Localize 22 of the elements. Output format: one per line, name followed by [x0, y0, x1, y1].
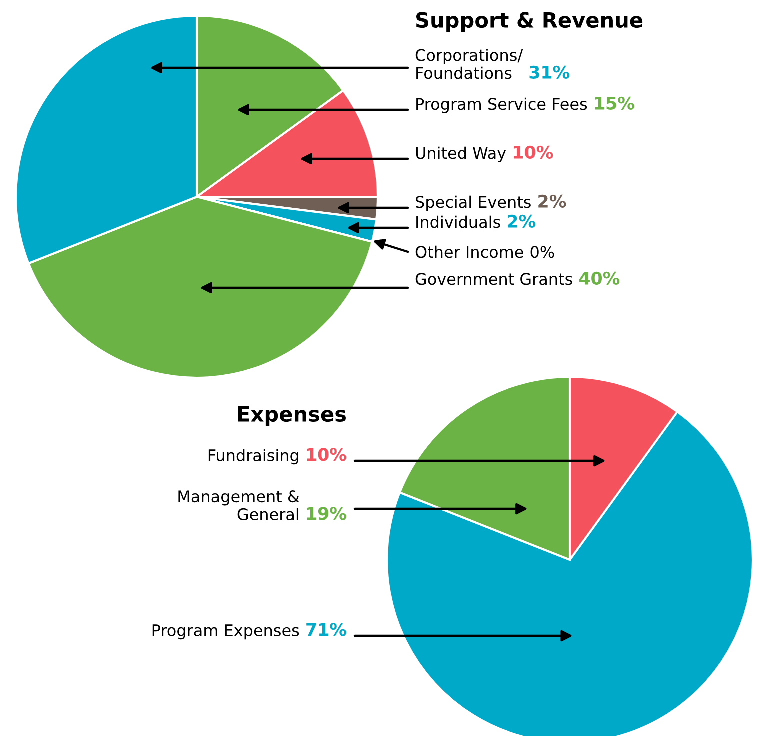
- slice-label: Fundraising: [208, 449, 298, 465]
- data-label: 19%: [307, 507, 346, 520]
- data-label: 2%: [538, 194, 566, 208]
- text: Expenses: [238, 406, 346, 426]
- slice-label: Management & General: [178, 490, 300, 521]
- chart-title: Support & Revenue: [416, 12, 643, 32]
- data-label: 31%: [530, 66, 570, 79]
- slice-label: Government Grants: [416, 273, 572, 286]
- data-label: 10%: [514, 146, 554, 159]
- slice-label: Program Expenses: [152, 624, 300, 640]
- data-label: 40%: [579, 272, 620, 285]
- slice-label: Program Service Fees: [416, 98, 588, 114]
- data-label: 15%: [595, 96, 634, 110]
- data-label: 10%: [307, 448, 346, 462]
- slice-label: Individuals: [416, 216, 500, 228]
- slice-label: United Way: [416, 146, 506, 162]
- text: 0%: [530, 246, 554, 258]
- slice-label: Special Events: [416, 196, 531, 212]
- data-label: 2%: [508, 214, 536, 228]
- legend-label: Other Income: [416, 246, 524, 258]
- data-label: 71%: [306, 623, 346, 636]
- slice-label: Corporations/ Foundations: [416, 48, 524, 80]
